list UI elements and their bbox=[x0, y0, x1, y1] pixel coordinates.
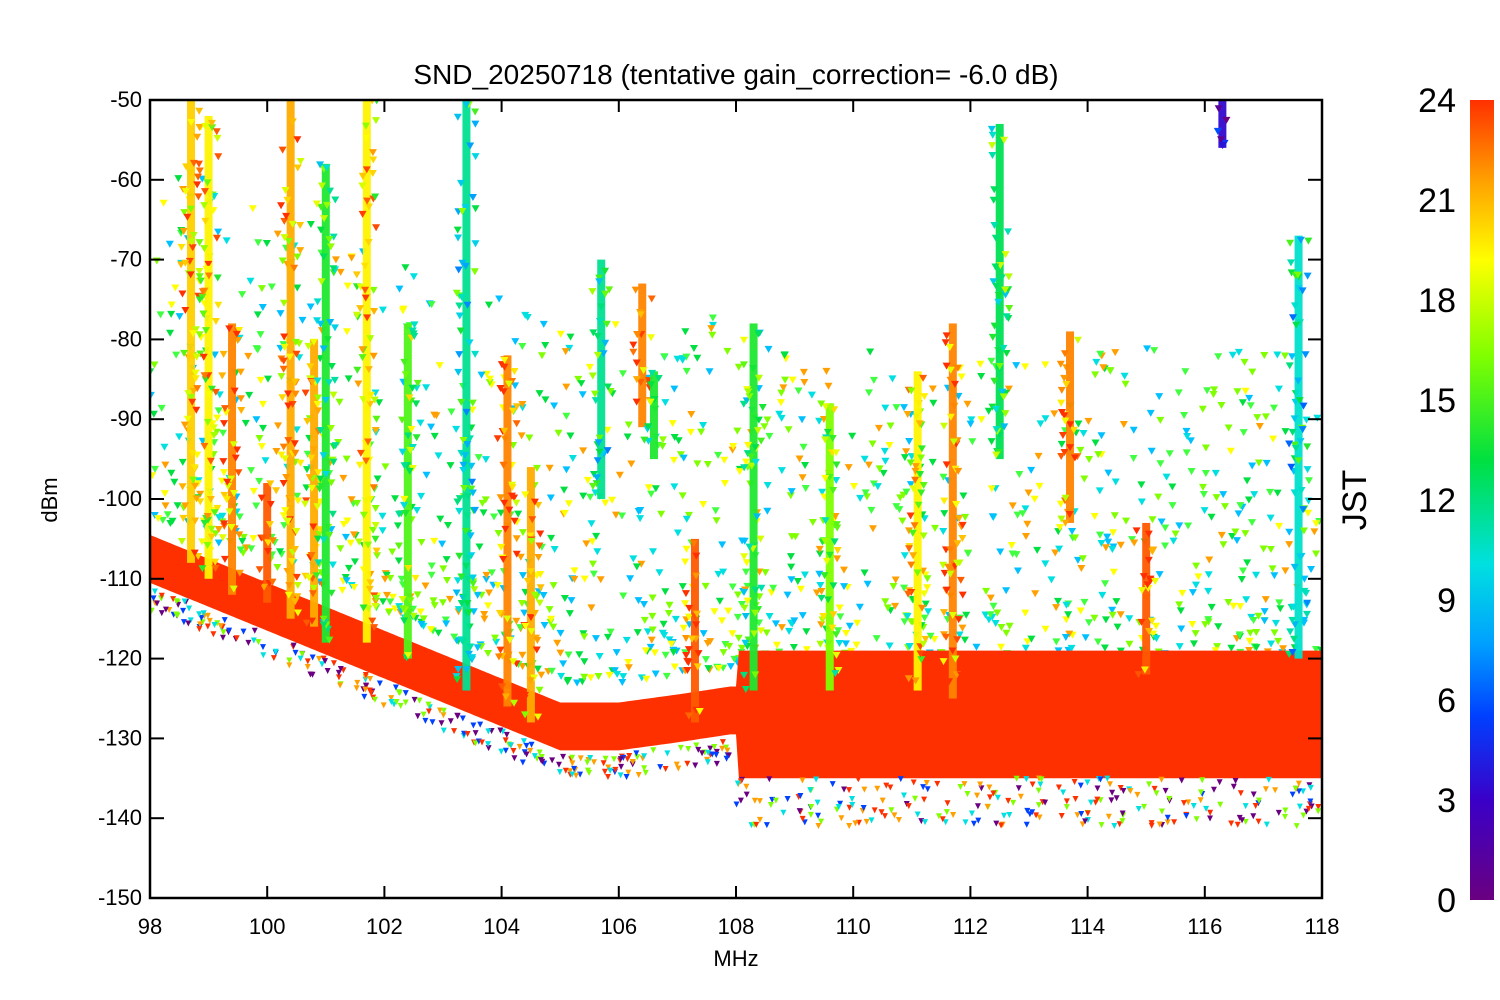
signal-column bbox=[452, 100, 480, 691]
x-axis-label: MHz bbox=[713, 946, 758, 971]
y-tick-label: -100 bbox=[98, 486, 142, 511]
colorbar-tick-label: 21 bbox=[1418, 182, 1456, 220]
colorbar-tick-label: 9 bbox=[1437, 582, 1456, 620]
colorbar-tick-label: 24 bbox=[1418, 82, 1456, 120]
x-tick-label: 118 bbox=[1304, 914, 1339, 939]
x-tick-label: 112 bbox=[953, 914, 988, 939]
signal-column bbox=[312, 161, 340, 644]
signal-column bbox=[493, 355, 521, 707]
x-tick-label: 98 bbox=[138, 914, 162, 939]
signal-column bbox=[393, 321, 422, 662]
signal-column bbox=[816, 400, 843, 691]
y-tick-label: -60 bbox=[110, 167, 142, 192]
colorbar-ticks: 24 21 18 15 12 9 6 3 0 bbox=[1418, 82, 1456, 920]
signal-column bbox=[277, 100, 305, 619]
colorbar-tick-label: 3 bbox=[1437, 782, 1456, 820]
signal-column bbox=[1285, 235, 1313, 659]
signal-column bbox=[629, 283, 656, 428]
signal-column bbox=[939, 323, 967, 699]
y-axis: -50 -60 -70 -80 -90 -100 -110 -120 -130 -140 -150 bbox=[98, 87, 1322, 910]
colorbar-tick-label: 18 bbox=[1418, 282, 1456, 320]
y-tick-label: -110 bbox=[100, 566, 142, 591]
y-tick-label: -120 bbox=[98, 646, 142, 671]
colorbar-label: JST bbox=[1336, 470, 1374, 530]
y-tick-label: -150 bbox=[98, 885, 142, 910]
x-tick-label: 114 bbox=[1070, 914, 1105, 939]
signal-column bbox=[640, 369, 667, 460]
scatter-points bbox=[150, 169, 1322, 687]
x-tick-label: 102 bbox=[366, 914, 403, 939]
signal-column bbox=[1213, 100, 1231, 150]
signal-column bbox=[255, 480, 281, 603]
x-tick-label: 116 bbox=[1187, 914, 1222, 939]
signal-column bbox=[352, 100, 381, 643]
y-tick-label: -140 bbox=[98, 805, 142, 830]
signal-column bbox=[517, 464, 545, 723]
x-tick-label: 104 bbox=[483, 914, 520, 939]
colorbar-tick-label: 6 bbox=[1437, 682, 1456, 720]
colorbar-tick-label: 0 bbox=[1437, 882, 1456, 920]
y-axis-label: dBm bbox=[37, 477, 62, 522]
signal-column bbox=[903, 371, 932, 691]
x-axis: 98 100 102 104 106 108 110 112 114 116 118 bbox=[138, 100, 1340, 939]
y-tick-label: -90 bbox=[110, 406, 142, 431]
signal-column bbox=[739, 323, 767, 693]
colorbar bbox=[1470, 100, 1494, 900]
signal-column bbox=[177, 100, 205, 563]
data-layer bbox=[150, 100, 1322, 830]
y-tick-label: -70 bbox=[110, 247, 142, 272]
x-tick-label: 110 bbox=[836, 914, 871, 939]
x-tick-label: 106 bbox=[600, 914, 637, 939]
y-tick-label: -50 bbox=[110, 87, 142, 112]
colorbar-tick-label: 12 bbox=[1418, 482, 1456, 520]
signal-column bbox=[588, 259, 615, 499]
signal-column bbox=[681, 538, 704, 723]
colorbar-tick-label: 15 bbox=[1418, 382, 1456, 420]
signal-column bbox=[195, 115, 223, 579]
noise-floor-band bbox=[150, 534, 1322, 830]
signal-column bbox=[1056, 331, 1082, 527]
y-tick-label: -80 bbox=[110, 326, 142, 351]
x-tick-label: 108 bbox=[718, 914, 755, 939]
chart-title: SND_20250718 (tentative gain_correction=… bbox=[413, 59, 1058, 90]
signal-column bbox=[987, 123, 1014, 460]
y-tick-label: -130 bbox=[98, 725, 142, 750]
x-tick-label: 100 bbox=[249, 914, 286, 939]
signal-column bbox=[218, 323, 246, 595]
signal-column bbox=[1132, 522, 1160, 679]
